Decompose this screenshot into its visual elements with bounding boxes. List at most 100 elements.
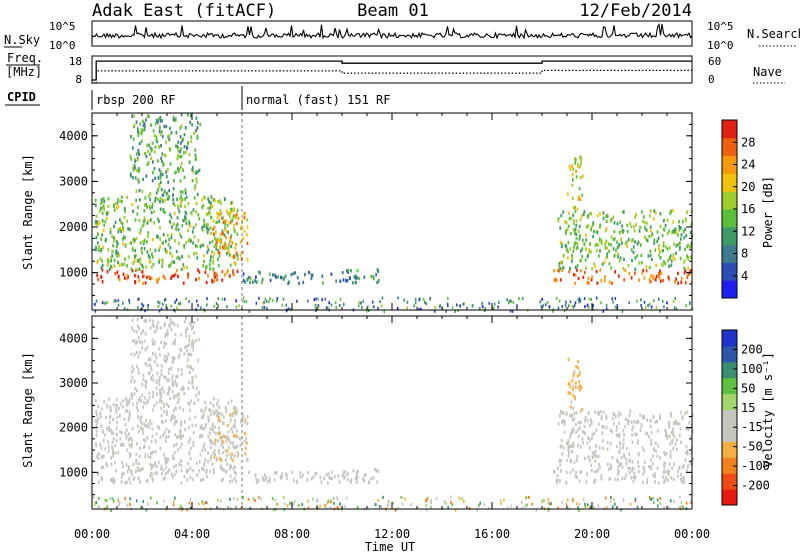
- velocity-ylabel: Slant Range [km]: [21, 352, 35, 468]
- echo-cell: [646, 418, 648, 422]
- echo-cell: [187, 272, 190, 276]
- noise-cell: [563, 309, 566, 313]
- echo-cell: [177, 274, 179, 279]
- noise-cell: [586, 304, 589, 307]
- echo-cell: [583, 425, 586, 429]
- noise-cell: [650, 305, 653, 309]
- echo-cell: [164, 199, 166, 203]
- echo-cell: [321, 274, 324, 278]
- echo-cell: [559, 463, 562, 467]
- echo-cell: [236, 434, 239, 438]
- noise-cell: [339, 304, 341, 307]
- echo-cell: [155, 356, 158, 360]
- echo-cell: [153, 133, 156, 138]
- echo-cell: [136, 466, 139, 470]
- echo-cell: [159, 398, 162, 402]
- noise-cell: [247, 497, 250, 501]
- echo-cell: [142, 328, 144, 333]
- echo-cell: [108, 397, 110, 401]
- echo-cell: [155, 328, 158, 333]
- noise-cell: [335, 306, 337, 309]
- echo-cell: [146, 114, 149, 118]
- echo-cell: [125, 463, 128, 467]
- echo-cell: [150, 149, 153, 153]
- power-colorbar-tick-label: 24: [741, 158, 755, 172]
- echo-cell: [598, 254, 600, 258]
- echo-cell: [145, 203, 147, 207]
- noise-cell: [426, 497, 428, 501]
- echo-cell: [133, 329, 135, 333]
- echo-cell: [233, 422, 236, 426]
- echo-cell: [163, 390, 166, 394]
- echo-cell: [106, 427, 108, 431]
- echo-cell: [668, 422, 670, 426]
- echo-cell: [567, 448, 570, 452]
- noise-cell: [666, 301, 668, 305]
- echo-cell: [626, 229, 629, 234]
- echo-cell: [579, 218, 582, 222]
- noise-cell: [215, 302, 218, 305]
- echo-cell: [132, 166, 134, 170]
- echo-cell: [254, 473, 257, 477]
- echo-cell: [233, 207, 235, 211]
- echo-cell: [233, 454, 236, 458]
- echo-cell: [126, 273, 129, 278]
- echo-cell: [565, 245, 568, 249]
- echo-cell: [129, 154, 132, 158]
- echo-cell: [173, 356, 176, 361]
- echo-cell: [177, 228, 180, 232]
- echo-cell: [594, 470, 596, 474]
- echo-cell: [586, 225, 588, 229]
- echo-cell: [114, 443, 117, 448]
- echo-cell: [662, 244, 665, 248]
- echo-cell: [225, 454, 228, 458]
- echo-cell: [571, 253, 573, 258]
- power-colorbar-swatch: [722, 226, 737, 246]
- echo-cell: [184, 427, 186, 432]
- echo-cell: [195, 244, 197, 248]
- echo-cell: [163, 341, 166, 345]
- noise-cell: [652, 496, 655, 500]
- echo-cell: [135, 189, 138, 193]
- noise-cell: [276, 297, 279, 300]
- echo-cell: [323, 476, 326, 480]
- echo-cell: [689, 462, 692, 466]
- echo-cell: [147, 422, 150, 426]
- echo-cell: [602, 446, 605, 451]
- echo-cell: [188, 152, 191, 157]
- noise-cell: [262, 301, 264, 305]
- echo-cell: [166, 357, 168, 361]
- echo-cell: [618, 470, 620, 474]
- echo-cell: [152, 408, 154, 412]
- echo-cell: [634, 267, 637, 271]
- noise-cell: [358, 301, 360, 305]
- cpid-strip: CPID rbsp 200 RF normal (fast) 151 RF: [5, 86, 391, 110]
- echo-cell: [165, 466, 168, 470]
- echo-cell: [634, 256, 637, 260]
- echo-cell: [659, 414, 661, 418]
- echo-cell: [194, 184, 197, 188]
- echo-cell: [159, 388, 161, 392]
- noise-cell: [572, 499, 574, 503]
- echo-cell: [145, 479, 148, 483]
- echo-cell: [599, 465, 601, 470]
- echo-cell: [149, 363, 152, 367]
- echo-cell: [133, 386, 136, 391]
- noise-cell: [230, 506, 232, 510]
- echo-cell: [117, 275, 120, 279]
- echo-cell: [172, 341, 174, 345]
- echo-cell: [152, 391, 155, 395]
- noise-cell: [557, 306, 560, 310]
- echo-cell: [618, 259, 621, 263]
- echo-cell: [182, 387, 185, 391]
- echo-cell: [302, 280, 305, 285]
- noise-cell: [185, 297, 187, 301]
- echo-cell: [131, 269, 134, 273]
- echo-cell: [224, 469, 227, 473]
- echo-cell: [180, 464, 183, 468]
- echo-cell: [144, 379, 147, 383]
- echo-cell: [675, 419, 677, 423]
- echo-cell: [598, 446, 601, 450]
- echo-cell: [246, 225, 249, 229]
- echo-cell: [123, 207, 126, 211]
